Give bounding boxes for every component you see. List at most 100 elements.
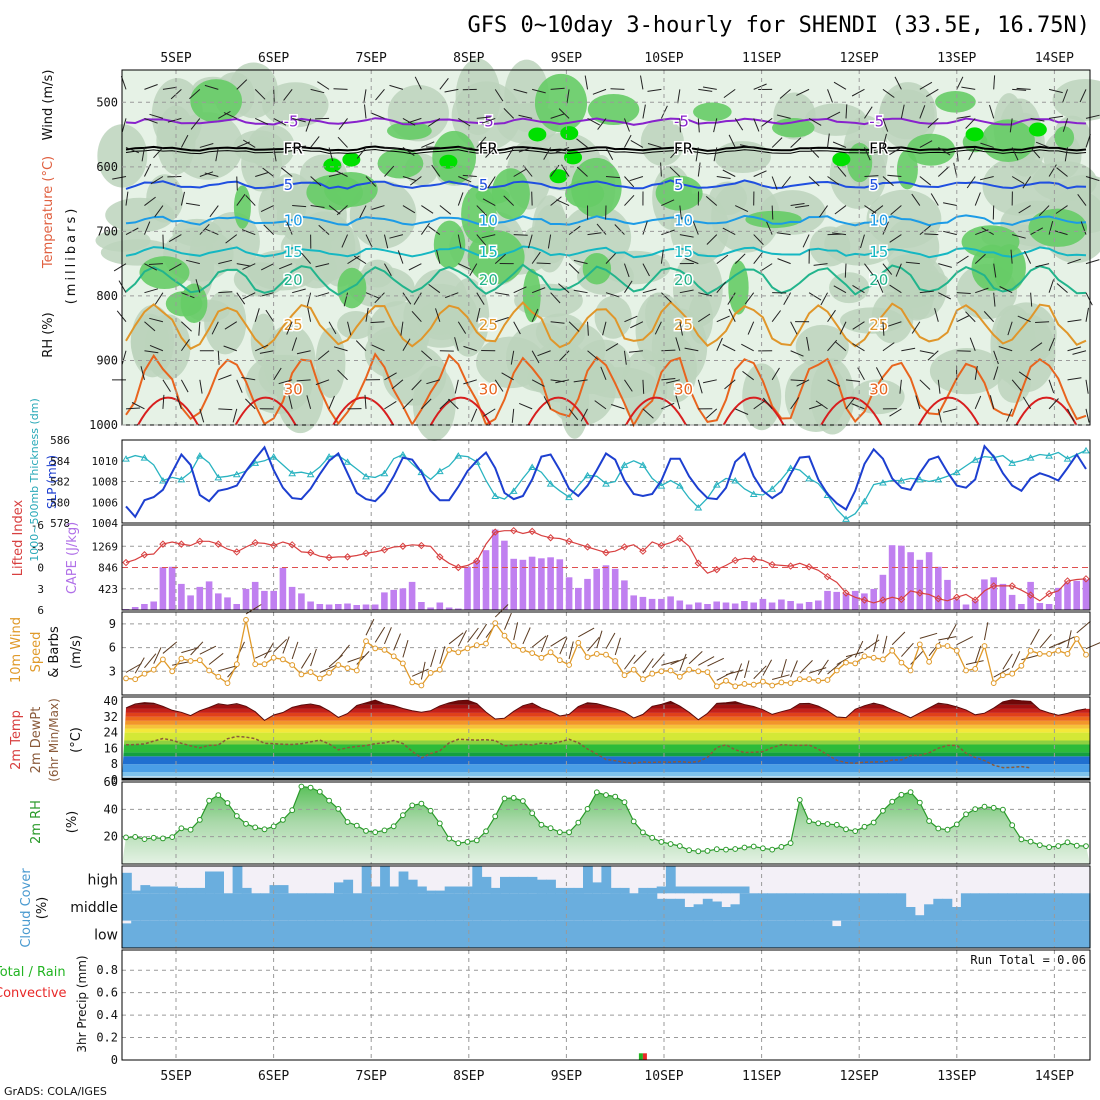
- wind10m-barb: [1067, 630, 1072, 648]
- wind-speed-point: [566, 662, 572, 668]
- wind10m-barb: [125, 663, 142, 673]
- rh-point: [732, 846, 739, 852]
- cape-bar: [141, 604, 148, 610]
- wind-barb: [149, 344, 164, 352]
- wind-barb: [315, 263, 330, 268]
- cloud-cell-low: [546, 920, 556, 948]
- wind-barb: [428, 283, 441, 294]
- wind-barb: [454, 379, 459, 394]
- thickness-point: [159, 476, 167, 484]
- wind-barb: [462, 174, 477, 177]
- wind-barb: [476, 136, 487, 148]
- cloud-cell-middle: [702, 898, 713, 921]
- wind-speed-point: [169, 668, 176, 675]
- rh-tick: 20: [104, 830, 118, 844]
- cloud-cell-low: [122, 923, 132, 948]
- wind-barb: [414, 76, 422, 90]
- thickness-point: [509, 487, 518, 494]
- minmax-axis-label: (6hr Min/Max): [47, 698, 61, 782]
- wind-speed-point: [160, 656, 166, 663]
- cloud-cell-low: [315, 920, 326, 948]
- cloud-cell-middle: [1007, 893, 1017, 921]
- wind-barb: [454, 337, 459, 351]
- lifted-index-point: [934, 594, 943, 603]
- cloud-cell-high: [555, 887, 566, 894]
- cloud-cell-low: [924, 920, 934, 948]
- rh-shade: [809, 226, 851, 267]
- wind-barb: [675, 395, 681, 410]
- wind-barb: [236, 176, 238, 191]
- wind-speed-point: [1000, 672, 1006, 679]
- cloud-cell-middle: [278, 893, 289, 921]
- cloud-cell-low: [850, 920, 861, 948]
- wind-barb: [1022, 176, 1032, 189]
- cape-bar: [621, 580, 628, 610]
- cape-bar: [667, 596, 674, 610]
- wind-barb: [864, 106, 873, 119]
- date-label-bottom: 13SEP: [937, 1069, 976, 1084]
- cloud-cell-high: [232, 866, 243, 894]
- wind-barb: [979, 176, 994, 181]
- cloud-cell-low: [407, 920, 418, 948]
- wind10m-barb: [743, 660, 750, 679]
- wind-barb: [370, 321, 385, 324]
- cape-bar: [390, 589, 397, 610]
- rh-high: [772, 118, 815, 138]
- wind-barb: [374, 292, 385, 304]
- wind-barb: [934, 308, 939, 322]
- wind-barb: [630, 139, 644, 148]
- wind-barb: [558, 283, 570, 294]
- wind-barb: [536, 262, 551, 265]
- wind-barb: [771, 137, 783, 148]
- rh-point: [676, 843, 683, 849]
- wind-barb: [428, 117, 441, 127]
- wind-barb: [518, 114, 533, 119]
- wind10m-barb: [762, 659, 773, 676]
- wind-barb: [458, 146, 473, 149]
- rh-point: [667, 841, 674, 847]
- wind-barb: [1085, 114, 1100, 119]
- wind-barb: [310, 88, 325, 94]
- wind-barb: [458, 117, 471, 127]
- lifted-index-point: [122, 558, 130, 567]
- cape-bar: [575, 587, 582, 610]
- wind-barb: [705, 408, 718, 419]
- wind-barb: [236, 79, 248, 90]
- wind-barb: [402, 398, 414, 410]
- cloud-cell-high: [592, 882, 602, 894]
- rh-point: [335, 806, 342, 812]
- lifted-index-point: [214, 540, 223, 548]
- cloud-cell-low: [1080, 920, 1091, 948]
- slp-thickness-panel: 1000~500mb Thickness (dm) SLP (mb) 58658…: [28, 398, 1091, 562]
- lifted-index-point: [528, 527, 536, 536]
- wind-barb: [353, 255, 367, 265]
- wind-barb: [365, 307, 369, 322]
- thickness-point: [731, 476, 740, 484]
- cloud-cell-middle: [619, 893, 630, 921]
- cloud-cell-middle: [776, 893, 787, 921]
- wind-barb: [753, 170, 767, 177]
- wind-barb: [125, 191, 129, 206]
- rh-point: [852, 828, 859, 834]
- lifted-index-point: [140, 551, 149, 559]
- wind-barb: [795, 205, 810, 208]
- wind-barb: [328, 147, 334, 162]
- wind10m-barb: [282, 636, 290, 654]
- wind10m-barb: [965, 660, 984, 665]
- wind-barb: [864, 263, 874, 276]
- wind-barb: [144, 163, 152, 177]
- temp-band: [122, 744, 1090, 753]
- cape-bar: [833, 591, 840, 610]
- temperature-axis-label: Temperature (°C): [41, 156, 56, 269]
- cloud-cell-low: [1053, 920, 1063, 948]
- wind-barb: [236, 379, 243, 393]
- wind-barb: [956, 315, 970, 323]
- precip-axis-label: 3hr Precip (mm): [75, 955, 89, 1052]
- rh-point: [880, 807, 886, 814]
- thickness-point: [122, 455, 130, 462]
- cloud-cell-middle: [822, 893, 833, 921]
- wind-barb: [624, 315, 638, 323]
- cloud-cell-middle: [472, 893, 483, 921]
- thickness-point: [805, 474, 813, 482]
